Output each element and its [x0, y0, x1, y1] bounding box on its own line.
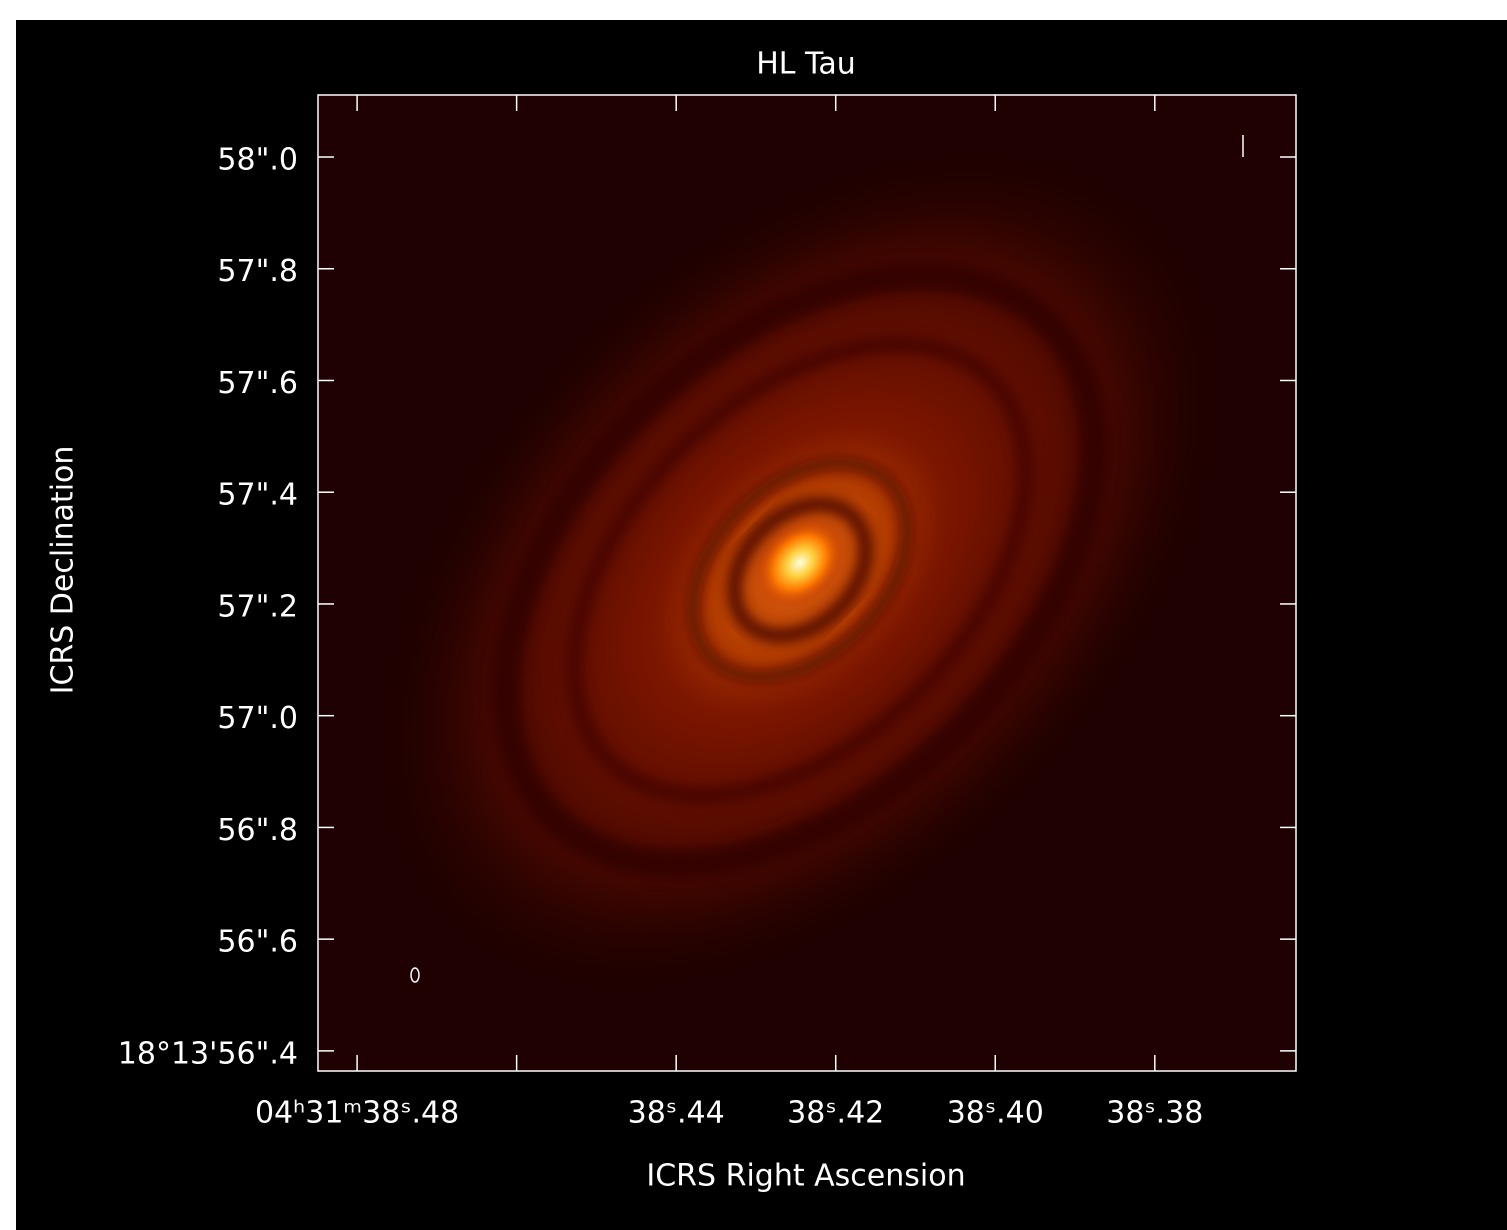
y-tick-label: 57".8	[217, 254, 298, 289]
y-axis-label: ICRS Declination	[46, 446, 81, 695]
x-tick-label: 38ˢ.38	[1106, 1096, 1203, 1131]
chart-title: HL Tau	[756, 47, 856, 82]
x-tick-label: 38ˢ.40	[947, 1096, 1044, 1131]
y-tick-label: 57".0	[217, 701, 298, 736]
y-tick-label: 56".8	[217, 813, 298, 848]
y-tick-label: 57".4	[217, 478, 298, 513]
y-tick-label: 18°13'56".4	[118, 1036, 298, 1071]
x-tick-label: 04ʰ31ᵐ38ˢ.48	[255, 1096, 459, 1131]
chart: HL Tau ICRS Right Ascension ICRS Declina…	[0, 0, 1507, 1230]
y-tick-label: 56".6	[217, 925, 298, 960]
x-tick-label: 38ˢ.44	[628, 1096, 725, 1131]
x-axis-label: ICRS Right Ascension	[646, 1159, 965, 1194]
y-tick-label: 57".2	[217, 589, 298, 624]
image	[199, 0, 1401, 1171]
y-tick-label: 58".0	[217, 143, 298, 178]
x-tick-label: 38ˢ.42	[787, 1096, 884, 1131]
y-tick-label: 57".6	[217, 366, 298, 401]
